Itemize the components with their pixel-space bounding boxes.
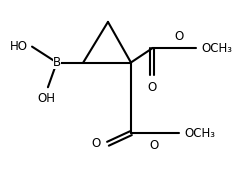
Text: B: B	[53, 56, 61, 69]
Text: OCH₃: OCH₃	[202, 42, 233, 55]
Text: O: O	[92, 137, 101, 150]
Text: O: O	[149, 139, 159, 152]
Text: OH: OH	[37, 92, 55, 105]
Text: O: O	[148, 81, 157, 94]
Text: OCH₃: OCH₃	[184, 127, 215, 140]
Text: HO: HO	[10, 40, 27, 53]
Text: O: O	[174, 30, 183, 43]
